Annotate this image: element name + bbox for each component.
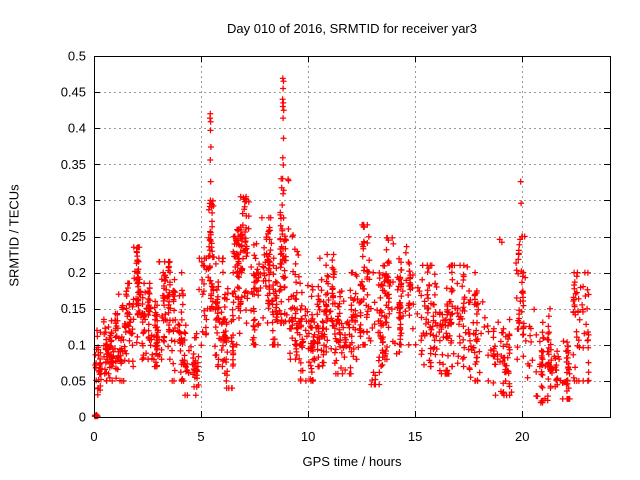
y-tick-label: 0.25 (61, 229, 86, 244)
chart-title: Day 010 of 2016, SRMTID for receiver yar… (227, 21, 477, 36)
y-tick-label: 0.2 (68, 265, 86, 280)
scatter-points (91, 75, 592, 420)
x-tick-label: 0 (90, 429, 97, 444)
y-tick-label: 0.35 (61, 157, 86, 172)
x-tick-label: 15 (408, 429, 422, 444)
y-tick-label: 0.45 (61, 85, 86, 100)
y-tick-label: 0.3 (68, 193, 86, 208)
y-tick-label: 0.15 (61, 301, 86, 316)
x-tick-label: 20 (515, 429, 529, 444)
y-tick-label: 0.4 (68, 121, 86, 136)
y-tick-label: 0.5 (68, 49, 86, 64)
x-tick-label: 5 (197, 429, 204, 444)
y-axis-label: SRMTID / TECUs (6, 184, 22, 287)
y-tick-label: 0 (79, 410, 86, 425)
y-tick-label: 0.1 (68, 337, 86, 352)
y-tick-label: 0.05 (61, 373, 86, 388)
x-axis-label: GPS time / hours (302, 454, 402, 469)
axis-ticks (94, 56, 610, 418)
x-tick-label: 10 (301, 429, 315, 444)
